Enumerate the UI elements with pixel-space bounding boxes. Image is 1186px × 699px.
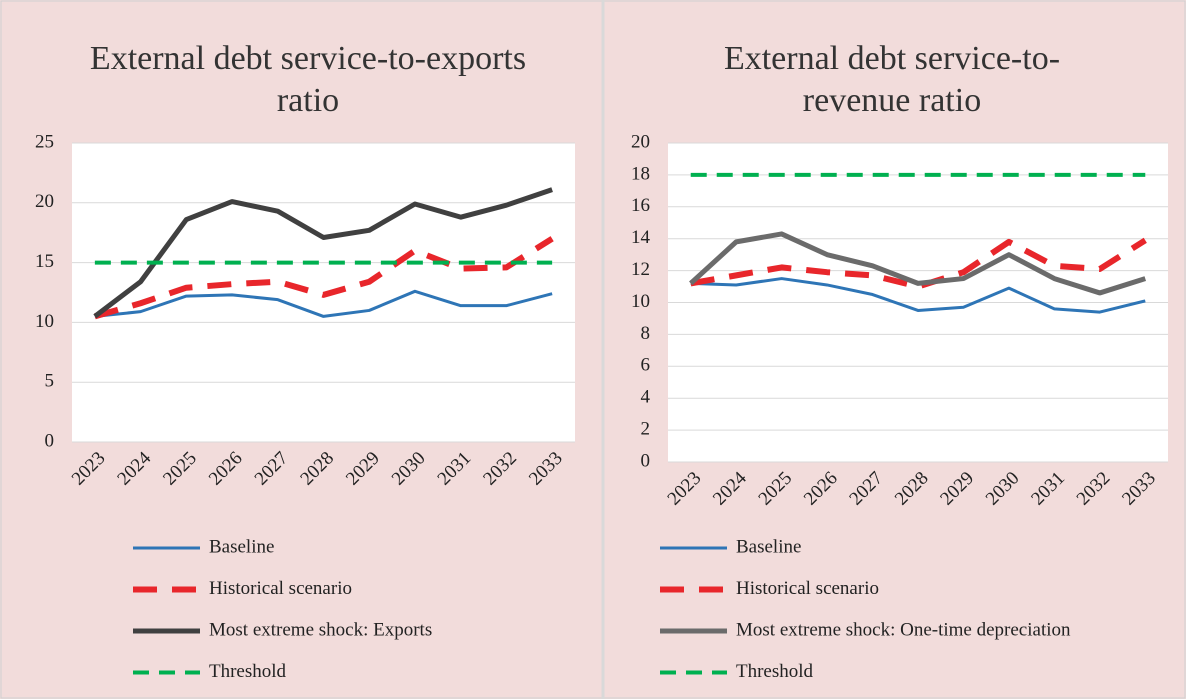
series-line bbox=[94, 236, 554, 320]
x-tick-label: 2028 bbox=[296, 448, 338, 490]
chart-title: External debt service-to-revenue ratio bbox=[723, 40, 1061, 119]
x-tick-label: 2030 bbox=[982, 468, 1024, 510]
legend-label: Baseline bbox=[209, 536, 274, 557]
y-tick-label: 8 bbox=[641, 323, 651, 344]
legend-label: Historical scenario bbox=[209, 578, 352, 599]
x-tick-label: 2025 bbox=[755, 468, 797, 510]
y-tick-label: 10 bbox=[35, 311, 54, 332]
y-tick-label: 15 bbox=[35, 251, 54, 272]
x-tick-label: 2024 bbox=[113, 447, 155, 489]
legend-label: Baseline bbox=[736, 536, 801, 557]
x-tick-label: 2032 bbox=[479, 448, 521, 490]
x-tick-label: 2023 bbox=[664, 468, 706, 510]
x-tick-label: 2031 bbox=[1027, 468, 1069, 510]
x-tick-label: 2025 bbox=[159, 448, 201, 490]
y-tick-label: 10 bbox=[631, 291, 650, 312]
x-tick-label: 2031 bbox=[434, 448, 476, 490]
series-line bbox=[94, 289, 553, 318]
x-tick-label: 2029 bbox=[936, 468, 978, 510]
y-tick-label: 0 bbox=[45, 430, 55, 451]
y-tick-label: 2 bbox=[641, 418, 651, 439]
y-tick-label: 12 bbox=[631, 259, 650, 280]
x-tick-label: 2027 bbox=[845, 468, 887, 510]
legend-label: Historical scenario bbox=[736, 578, 879, 599]
y-tick-label: 20 bbox=[35, 191, 54, 212]
chart-title: External debt service-to-exports ratio bbox=[89, 40, 527, 119]
x-tick-label: 2024 bbox=[709, 467, 751, 509]
y-tick-label: 16 bbox=[631, 195, 650, 216]
y-tick-label: 25 bbox=[35, 131, 54, 152]
y-tick-label: 18 bbox=[631, 163, 650, 184]
x-tick-label: 2027 bbox=[251, 448, 293, 490]
x-tick-label: 2026 bbox=[205, 448, 247, 490]
series-line bbox=[690, 277, 1146, 314]
legend-label: Most extreme shock: One-time depreciatio… bbox=[736, 619, 1071, 640]
x-tick-label: 2029 bbox=[342, 448, 384, 490]
x-tick-label: 2030 bbox=[388, 448, 430, 490]
x-tick-label: 2028 bbox=[891, 468, 933, 510]
y-tick-label: 5 bbox=[45, 371, 55, 392]
series-line bbox=[690, 237, 1147, 290]
x-tick-label: 2023 bbox=[68, 448, 110, 490]
legend-label: Most extreme shock: Exports bbox=[209, 619, 432, 640]
x-tick-label: 2032 bbox=[1073, 468, 1115, 510]
y-tick-label: 6 bbox=[641, 355, 651, 376]
x-tick-label: 2033 bbox=[525, 448, 567, 490]
y-tick-label: 0 bbox=[641, 450, 651, 471]
legend-label: Threshold bbox=[209, 661, 287, 682]
y-tick-label: 20 bbox=[631, 131, 650, 152]
x-tick-label: 2033 bbox=[1118, 468, 1160, 510]
series-line bbox=[689, 231, 1147, 296]
y-tick-label: 14 bbox=[631, 227, 651, 248]
legend-label: Threshold bbox=[736, 661, 814, 682]
x-tick-label: 2026 bbox=[800, 468, 842, 510]
series-line bbox=[93, 187, 553, 319]
y-tick-label: 4 bbox=[641, 387, 651, 408]
